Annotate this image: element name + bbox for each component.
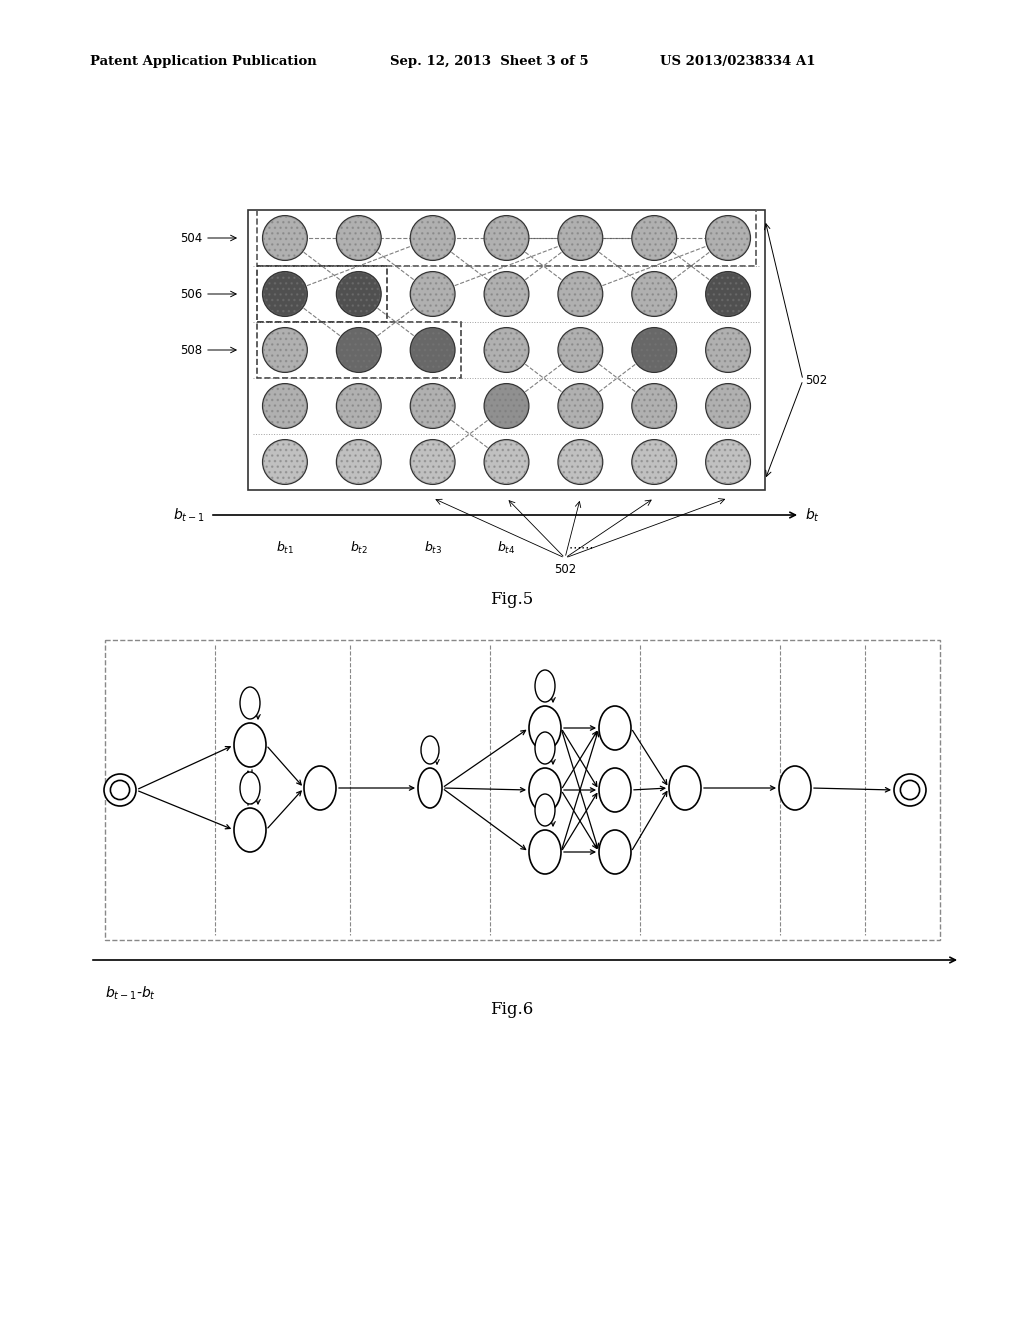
Ellipse shape: [529, 768, 561, 812]
Circle shape: [484, 384, 529, 429]
Circle shape: [632, 272, 677, 317]
Ellipse shape: [669, 766, 701, 810]
Ellipse shape: [234, 808, 266, 851]
Ellipse shape: [535, 795, 555, 826]
Circle shape: [411, 384, 455, 429]
Circle shape: [558, 327, 603, 372]
Bar: [248, 210, 765, 490]
Circle shape: [632, 440, 677, 484]
Text: 502: 502: [805, 374, 827, 387]
Circle shape: [337, 215, 381, 260]
Circle shape: [706, 272, 751, 317]
Text: 508: 508: [180, 343, 202, 356]
Circle shape: [632, 215, 677, 260]
Circle shape: [337, 327, 381, 372]
Ellipse shape: [779, 766, 811, 810]
Circle shape: [484, 272, 529, 317]
Circle shape: [411, 272, 455, 317]
Circle shape: [337, 272, 381, 317]
Text: Patent Application Publication: Patent Application Publication: [90, 55, 316, 69]
Circle shape: [337, 440, 381, 484]
Circle shape: [262, 215, 307, 260]
Text: $b_{t-1}$: $b_{t-1}$: [173, 507, 205, 524]
Text: $\cdots\cdots$: $\cdots\cdots$: [567, 540, 593, 553]
Circle shape: [558, 272, 603, 317]
Circle shape: [262, 327, 307, 372]
Ellipse shape: [421, 737, 439, 764]
Bar: [257, 322, 461, 379]
Ellipse shape: [535, 671, 555, 702]
Circle shape: [411, 215, 455, 260]
Ellipse shape: [418, 768, 442, 808]
Text: Fig.6: Fig.6: [490, 1002, 534, 1019]
Text: $b_{t1}$: $b_{t1}$: [275, 540, 294, 556]
Text: $b_{t3}$: $b_{t3}$: [424, 540, 441, 556]
Text: $b_t$: $b_t$: [805, 507, 820, 524]
Ellipse shape: [535, 733, 555, 764]
Circle shape: [411, 440, 455, 484]
Ellipse shape: [529, 706, 561, 750]
Circle shape: [111, 780, 130, 800]
Text: $b_{t2}$: $b_{t2}$: [350, 540, 368, 556]
Text: $b_{t4}$: $b_{t4}$: [498, 540, 516, 556]
Ellipse shape: [234, 723, 266, 767]
Circle shape: [262, 272, 307, 317]
Circle shape: [632, 384, 677, 429]
Circle shape: [632, 327, 677, 372]
Text: Sep. 12, 2013  Sheet 3 of 5: Sep. 12, 2013 Sheet 3 of 5: [390, 55, 589, 69]
Circle shape: [262, 384, 307, 429]
Circle shape: [706, 215, 751, 260]
Text: 502: 502: [554, 564, 577, 576]
Ellipse shape: [240, 686, 260, 719]
Text: $b_{t-1}$-$b_t$: $b_{t-1}$-$b_t$: [105, 985, 156, 1002]
Circle shape: [558, 440, 603, 484]
Circle shape: [104, 774, 136, 807]
Ellipse shape: [599, 706, 631, 750]
Circle shape: [558, 384, 603, 429]
Circle shape: [337, 384, 381, 429]
Ellipse shape: [240, 772, 260, 804]
Circle shape: [484, 215, 529, 260]
Bar: [257, 210, 757, 267]
Circle shape: [706, 384, 751, 429]
Circle shape: [262, 440, 307, 484]
Circle shape: [558, 215, 603, 260]
Circle shape: [900, 780, 920, 800]
Text: 504: 504: [180, 231, 202, 244]
Bar: [257, 265, 387, 322]
Circle shape: [894, 774, 926, 807]
Ellipse shape: [529, 830, 561, 874]
Circle shape: [706, 327, 751, 372]
Ellipse shape: [599, 830, 631, 874]
Text: Fig.5: Fig.5: [490, 591, 534, 609]
Circle shape: [411, 327, 455, 372]
Ellipse shape: [599, 768, 631, 812]
Circle shape: [484, 327, 529, 372]
Circle shape: [484, 440, 529, 484]
Ellipse shape: [304, 766, 336, 810]
Text: US 2013/0238334 A1: US 2013/0238334 A1: [660, 55, 815, 69]
Bar: [105, 640, 940, 940]
Text: 506: 506: [180, 288, 202, 301]
Circle shape: [706, 440, 751, 484]
